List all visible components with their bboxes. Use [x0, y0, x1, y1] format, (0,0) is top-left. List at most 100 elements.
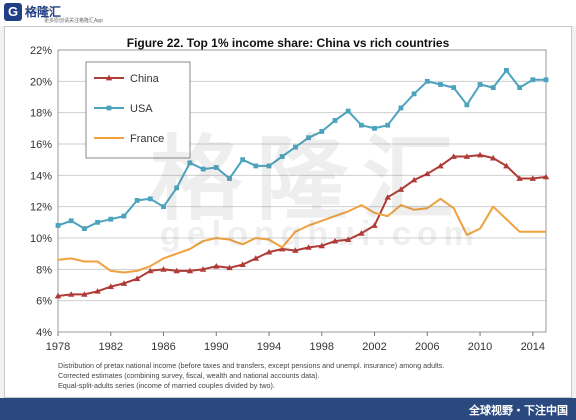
data-point-usa: [147, 196, 153, 202]
logo-subtitle: 更多原创请关注格隆汇App: [44, 18, 103, 24]
legend: China USA France: [85, 61, 191, 159]
x-tick-label: 2002: [362, 341, 386, 353]
logo-badge-icon: G: [4, 3, 22, 21]
top-bar: G 格隆汇 gelonghui.com 更多原创请关注格隆汇App: [0, 0, 576, 26]
data-point-china: [384, 194, 391, 200]
data-point-china: [54, 292, 62, 299]
data-point-usa: [134, 198, 140, 203]
data-point-china: [147, 267, 154, 274]
x-tick-label: 1986: [151, 341, 175, 353]
data-point-usa: [174, 185, 180, 191]
data-point-china: [476, 151, 484, 158]
x-tick-label: 1994: [257, 341, 281, 353]
legend-label: USA: [130, 103, 153, 115]
data-point-usa: [385, 122, 391, 128]
legend-label: France: [130, 133, 164, 145]
data-point-usa: [200, 166, 206, 172]
y-tick-label: 18%: [30, 108, 52, 120]
data-point-china: [226, 264, 233, 271]
data-point-usa: [108, 216, 114, 222]
data-point-china: [529, 175, 537, 181]
data-point-china: [107, 283, 114, 289]
data-point-china: [213, 263, 220, 269]
y-tick-label: 20%: [30, 76, 52, 88]
data-point-china: [239, 261, 246, 268]
x-tick-label: 1982: [99, 341, 123, 353]
data-point-usa: [358, 122, 364, 128]
legend-label: China: [130, 73, 160, 85]
data-point-china: [516, 175, 523, 181]
data-point-usa: [253, 163, 259, 169]
data-point-china: [199, 266, 207, 272]
data-point-china: [397, 186, 405, 192]
data-point-usa: [451, 85, 457, 90]
x-tick-label: 1978: [46, 341, 70, 353]
legend-marker: [106, 105, 112, 111]
bottom-bar: [0, 398, 576, 420]
y-tick-label: 12%: [30, 202, 52, 214]
chart-notes: Distribution of pretax national income (…: [58, 361, 558, 391]
y-tick-label: 10%: [30, 233, 52, 245]
y-tick-label: 4%: [36, 327, 52, 339]
data-point-china: [160, 266, 167, 272]
data-point-china: [265, 248, 273, 255]
x-tick-label: 2014: [521, 341, 545, 353]
data-point-usa: [240, 157, 246, 163]
data-point-usa: [345, 108, 351, 114]
data-point-china: [94, 288, 101, 294]
legend-marker: [105, 74, 113, 81]
data-point-china: [424, 170, 431, 177]
data-point-usa: [95, 219, 100, 225]
data-point-china: [542, 173, 550, 180]
data-point-china: [463, 153, 471, 159]
logo-url: gelonghui.com: [25, 6, 52, 11]
data-point-china: [318, 242, 325, 249]
data-point-usa: [279, 154, 285, 159]
data-point-china: [490, 154, 497, 161]
data-point-china: [305, 244, 312, 250]
data-point-china: [358, 230, 365, 236]
data-point-china: [410, 176, 418, 183]
note-line: Corrected estimates (combining survey, f…: [58, 371, 320, 380]
data-point-usa: [293, 144, 298, 150]
logo-text: 格隆汇: [25, 5, 62, 19]
data-point-usa: [372, 125, 377, 131]
y-tick-label: 6%: [36, 296, 52, 308]
chart-title: Figure 22. Top 1% income share: China vs…: [126, 36, 450, 50]
data-point-usa: [332, 118, 338, 123]
data-point-usa: [68, 218, 74, 224]
data-point-china: [67, 291, 75, 297]
x-tick-label: 1990: [204, 341, 228, 353]
data-point-china: [133, 275, 141, 282]
data-point-china: [503, 162, 510, 169]
data-point-usa: [398, 105, 404, 111]
gelonghui-logo: G 格隆汇: [4, 3, 61, 21]
y-tick-label: 16%: [30, 139, 52, 151]
data-point-china: [173, 267, 180, 274]
data-point-usa: [424, 78, 430, 84]
data-point-china: [437, 162, 444, 169]
note-line: Distribution of pretax national income (…: [58, 361, 445, 370]
data-point-china: [292, 247, 299, 253]
data-point-usa: [306, 135, 311, 141]
data-point-china: [344, 236, 352, 242]
data-point-usa: [213, 165, 219, 170]
plot-area: [57, 49, 547, 333]
data-point-china: [252, 255, 260, 261]
x-tick-label: 1998: [310, 341, 334, 353]
data-point-usa: [411, 91, 417, 97]
series-line-france: [57, 197, 546, 274]
data-point-usa: [517, 85, 523, 90]
data-point-usa: [490, 85, 496, 90]
data-point-usa: [464, 102, 470, 108]
data-point-china: [371, 222, 378, 228]
data-point-china: [81, 291, 88, 297]
data-point-usa: [161, 204, 166, 210]
data-point-china: [120, 280, 128, 286]
footer-slogan: 全球视野・下注中国: [469, 405, 568, 417]
y-tick-label: 22%: [30, 45, 52, 57]
x-tick-label: 2006: [415, 341, 439, 353]
data-point-usa: [266, 163, 272, 169]
data-point-usa: [319, 129, 325, 134]
data-point-usa: [438, 82, 443, 87]
